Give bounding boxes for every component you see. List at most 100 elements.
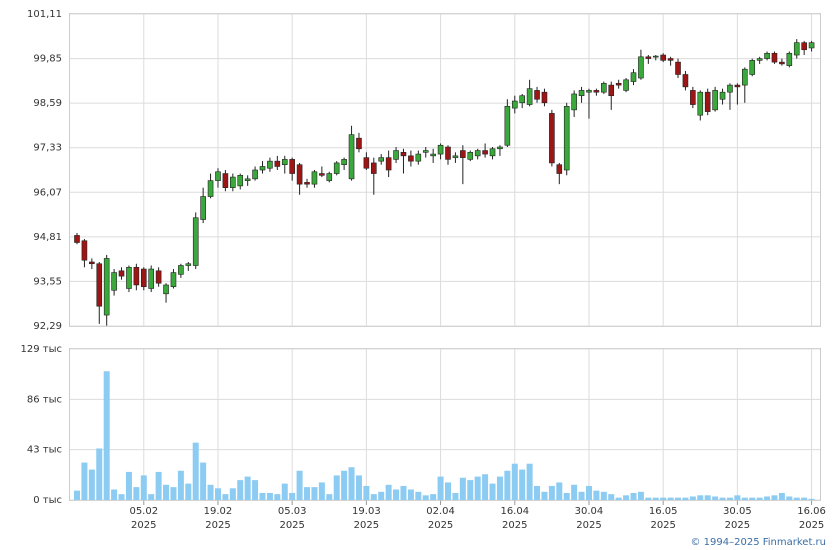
volume-bar	[467, 480, 474, 500]
volume-bar	[318, 482, 325, 500]
volume-bar	[511, 463, 518, 500]
candle-body	[519, 95, 526, 104]
candle-body	[534, 90, 540, 100]
candle-body	[719, 91, 726, 100]
candle-body	[660, 54, 666, 61]
volume-bar	[229, 488, 236, 500]
volume-bar	[304, 487, 311, 500]
x-tick-year: 2025	[279, 520, 304, 531]
volume-bar	[623, 495, 630, 500]
x-tick-year: 2025	[502, 520, 527, 531]
candle-body	[801, 42, 807, 51]
volume-bar	[163, 484, 170, 500]
volume-bar	[615, 497, 622, 500]
candle-body	[578, 90, 585, 97]
candle-body	[511, 100, 518, 109]
volume-bar	[482, 474, 489, 500]
volume-bar	[81, 462, 88, 500]
candle-body	[682, 74, 689, 88]
candle-body	[749, 60, 756, 75]
volume-bar	[600, 491, 607, 500]
x-tick-year: 2025	[131, 520, 156, 531]
volume-bar	[244, 476, 251, 500]
volume-bar	[749, 497, 756, 500]
volume-bar	[445, 482, 451, 500]
volume-bar	[192, 442, 199, 500]
candle-body	[140, 268, 147, 288]
candle-body	[304, 182, 310, 185]
volume-bar	[422, 495, 429, 500]
volume-bar	[793, 497, 800, 500]
candle-body	[526, 88, 533, 105]
candle-body	[779, 61, 785, 65]
candle-body	[333, 162, 340, 174]
volume-bar	[452, 492, 459, 500]
candle-body	[601, 83, 607, 93]
candle-body	[259, 166, 266, 171]
volume-bar	[519, 469, 526, 500]
volume-bar	[801, 497, 808, 500]
candle-body	[408, 155, 414, 162]
candle-body	[163, 284, 169, 295]
candle-body	[126, 266, 132, 289]
candle-body	[378, 157, 385, 162]
candle-body	[111, 272, 117, 291]
volume-bar	[704, 495, 711, 500]
candle-body	[497, 146, 503, 150]
candle-body	[74, 235, 80, 243]
volume-bar	[526, 463, 533, 500]
candle-body	[118, 270, 125, 277]
x-tick-year: 2025	[650, 520, 675, 531]
volume-bar	[571, 484, 578, 500]
x-tick-label: 16.06	[797, 506, 826, 517]
y-tick-label: 129 тыс	[21, 344, 62, 355]
candle-body	[445, 146, 451, 160]
candle-body	[200, 196, 206, 220]
y-tick-label: 43 тыс	[27, 445, 62, 456]
volume-bar	[274, 494, 281, 500]
volume-bar	[259, 492, 266, 500]
volume-bar	[660, 497, 667, 500]
x-tick-label: 19.03	[352, 506, 381, 517]
volume-bar	[808, 498, 815, 500]
volume-bar	[645, 497, 652, 500]
volume-bar	[355, 475, 362, 500]
candle-body	[489, 148, 496, 157]
candle-body	[148, 268, 154, 289]
volume-bar	[155, 471, 162, 500]
x-tick-year: 2025	[354, 520, 379, 531]
volume-bar	[786, 496, 793, 500]
volume-bar	[378, 491, 385, 500]
candle-body	[712, 90, 718, 111]
candle-body	[793, 42, 800, 56]
volume-bar	[415, 491, 422, 500]
volume-bar	[296, 470, 303, 500]
volume-bar	[200, 462, 207, 500]
volume-bar	[682, 497, 689, 500]
candle-body	[593, 90, 600, 93]
candle-body	[370, 162, 377, 174]
candle-body	[237, 175, 244, 187]
x-tick-label: 16.04	[500, 506, 529, 517]
candle-body	[741, 68, 748, 86]
volume-bar	[726, 497, 733, 500]
volume-bar	[333, 475, 340, 500]
volume-bar	[252, 480, 259, 500]
volume-bar	[222, 494, 229, 500]
volume-bar	[459, 477, 466, 500]
candle-body	[319, 173, 325, 176]
volume-bar	[370, 494, 377, 500]
volume-bar	[585, 485, 592, 500]
volume-bar	[400, 485, 407, 500]
volume-bar	[96, 448, 103, 500]
volume-bar	[281, 483, 288, 500]
candle-body	[422, 150, 429, 153]
candle-body	[563, 106, 570, 171]
footer: © 1994–2025 Finmarket.ru	[690, 537, 826, 548]
candle-body	[541, 91, 548, 104]
candle-body	[274, 160, 281, 167]
volume-bar	[578, 491, 585, 500]
x-tick-label: 05.02	[129, 506, 158, 517]
candle-body	[460, 150, 466, 158]
